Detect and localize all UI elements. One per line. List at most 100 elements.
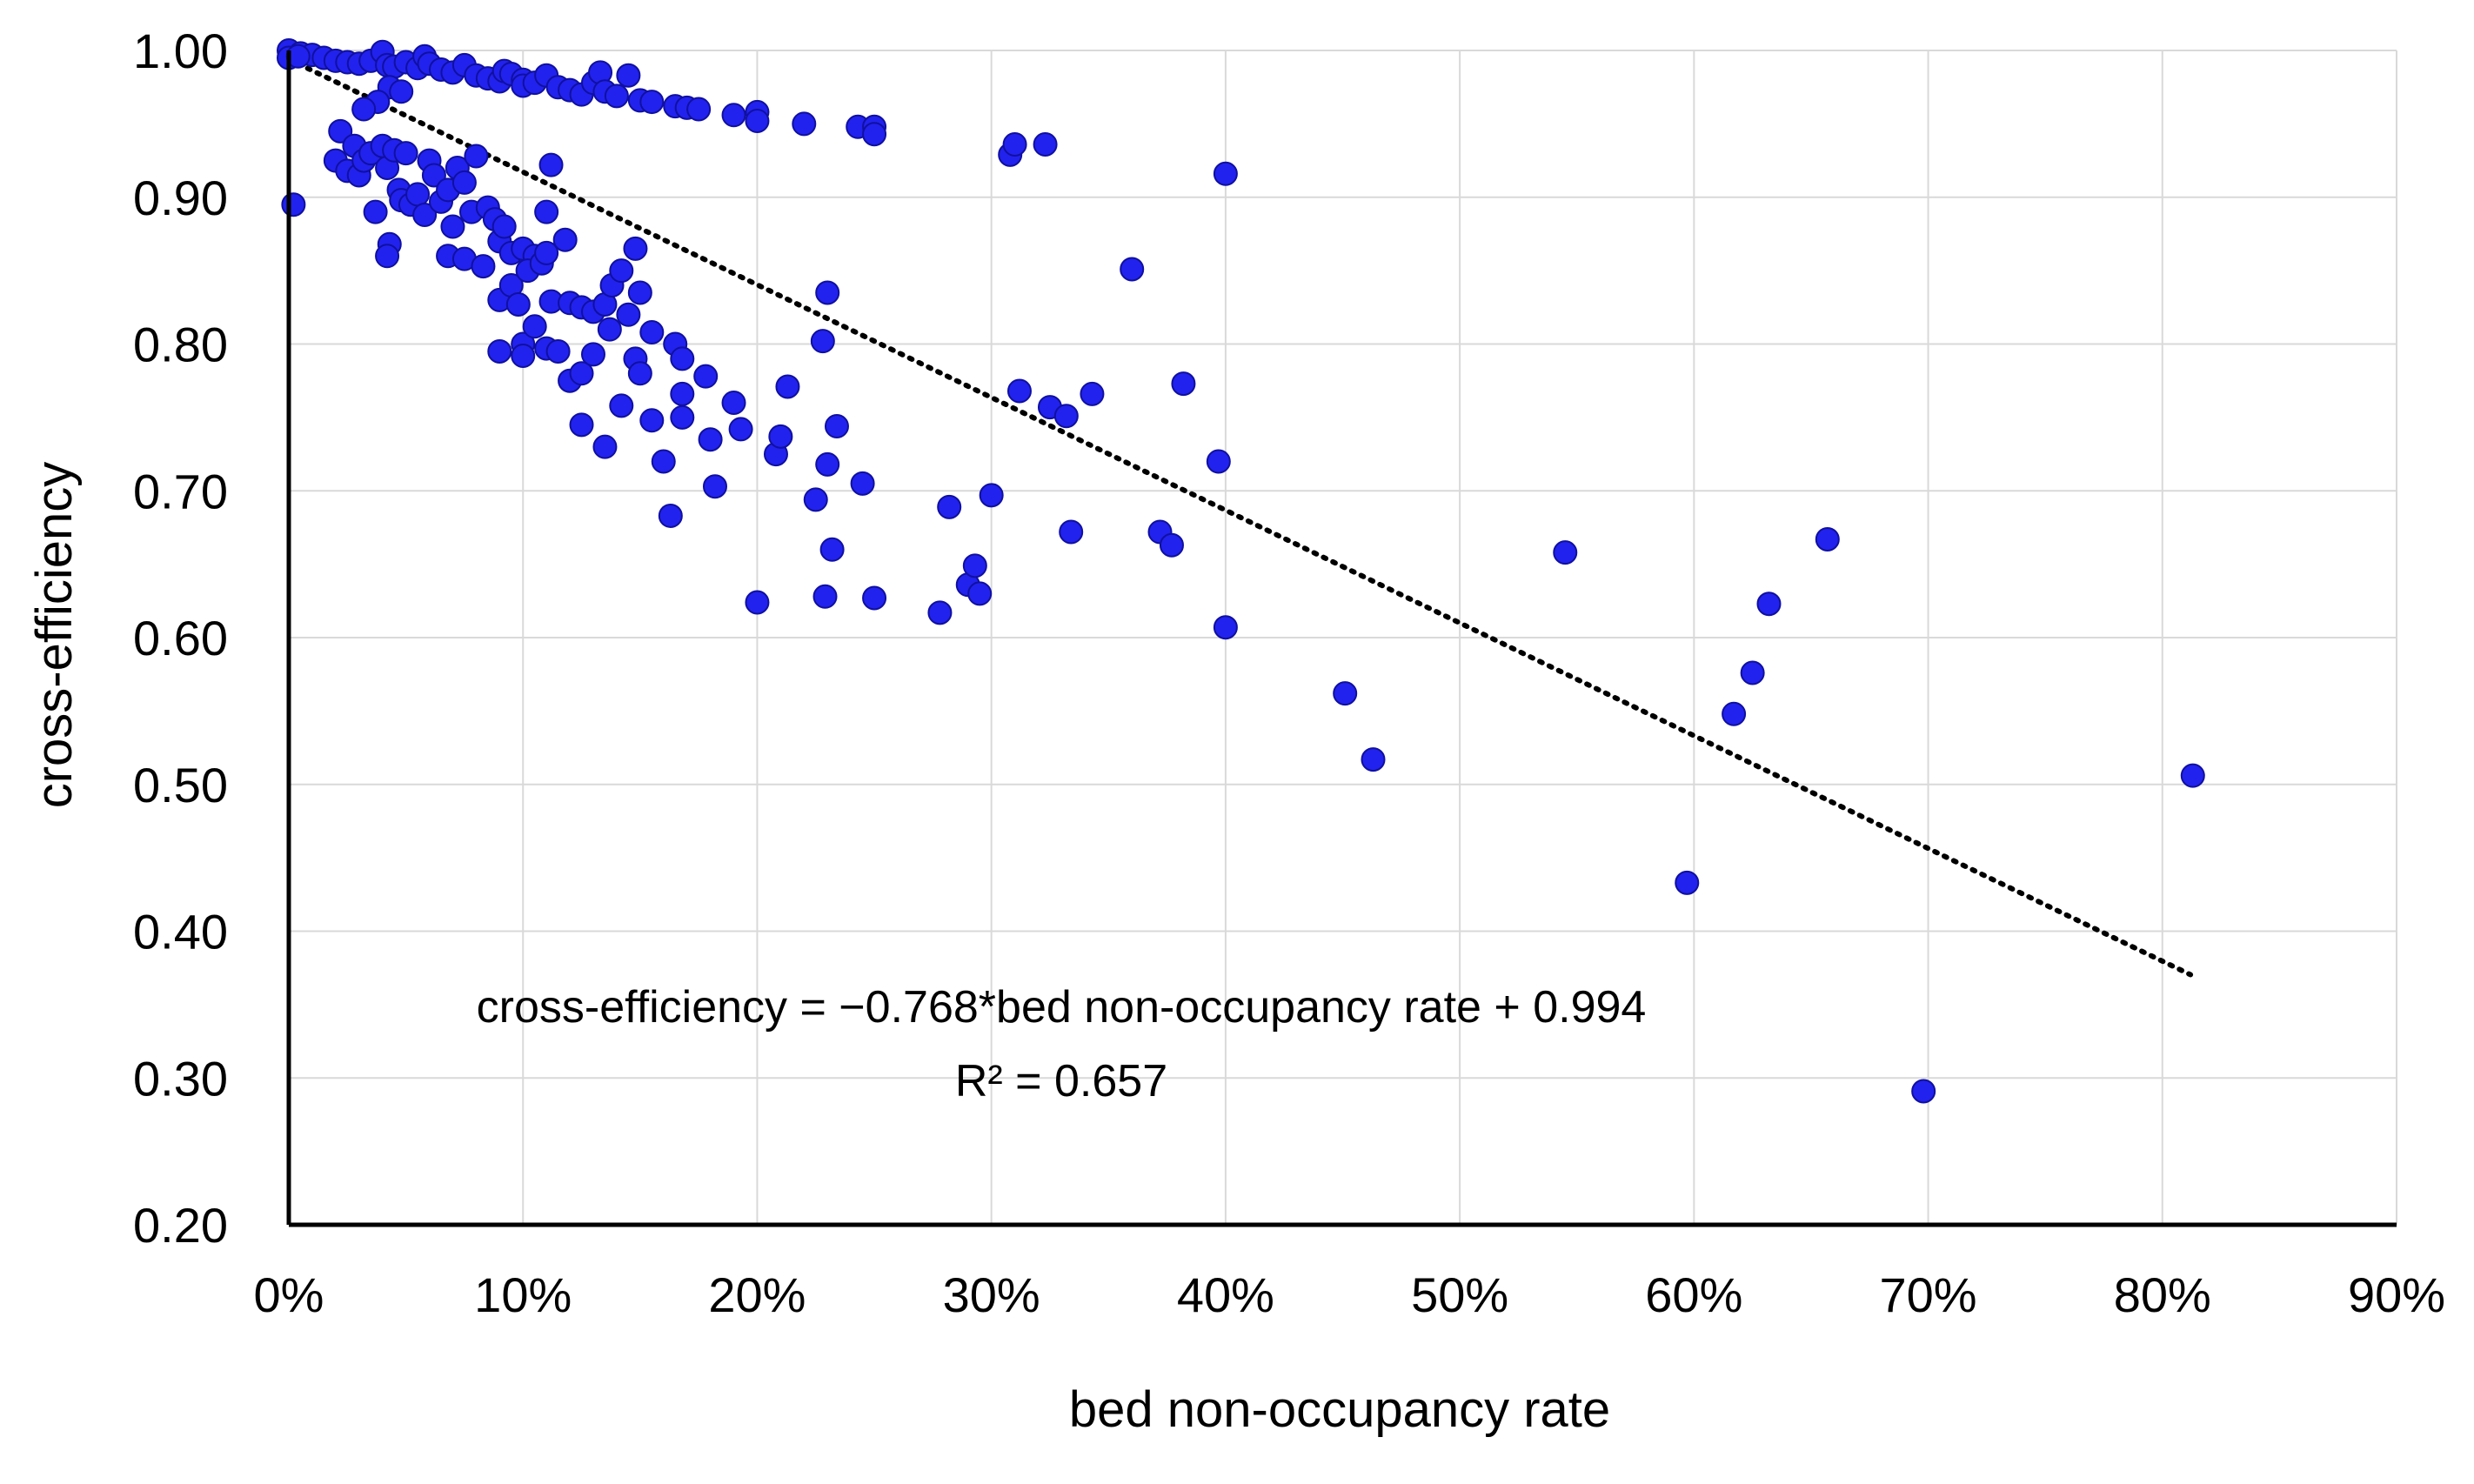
data-point (375, 244, 400, 269)
data-point (1059, 519, 1084, 545)
x-tick-label: 60% (1645, 1267, 1742, 1322)
data-point (967, 581, 993, 606)
data-point (511, 344, 536, 368)
y-tick-label: 0.80 (133, 318, 228, 372)
data-point (534, 240, 559, 265)
data-point (775, 374, 800, 399)
data-point (627, 361, 652, 386)
data-point (670, 346, 695, 371)
data-point (538, 152, 564, 177)
data-point (389, 79, 414, 104)
data-point (363, 199, 388, 224)
x-tick-label: 40% (1177, 1267, 1274, 1322)
data-point (815, 451, 840, 477)
data-point (651, 449, 676, 474)
x-tick-label: 20% (708, 1267, 806, 1322)
data-point (1053, 404, 1079, 429)
data-point (412, 203, 438, 227)
data-point (1120, 257, 1145, 282)
y-tick-label: 0.50 (133, 758, 228, 812)
data-point (850, 471, 875, 496)
data-point (616, 302, 641, 327)
data-point (464, 144, 489, 169)
data-point (721, 103, 746, 128)
y-tick-label: 0.70 (133, 464, 228, 518)
data-point (421, 163, 446, 188)
x-tick-label: 90% (2348, 1267, 2445, 1322)
data-point (623, 236, 648, 261)
data-point (351, 97, 377, 122)
data-point (862, 585, 887, 611)
data-point (1553, 540, 1578, 565)
y-tick-labels: 0.20 0.30 0.40 0.50 0.60 0.70 0.80 0.90 1.00 (133, 23, 228, 1253)
data-point (962, 553, 987, 578)
data-point (1756, 592, 1782, 617)
data-point (405, 182, 431, 207)
data-point (609, 393, 634, 418)
x-axis-title: bed non-occupancy rate (1069, 1381, 1610, 1438)
y-tick-label: 0.60 (133, 611, 228, 665)
data-point (815, 280, 840, 305)
data-point (1033, 132, 1058, 157)
data-point (597, 317, 622, 342)
data-point (616, 63, 641, 88)
x-tick-label: 30% (943, 1267, 1040, 1322)
data-point (721, 391, 746, 415)
data-point (702, 474, 727, 499)
gridlines (289, 50, 2397, 1225)
data-point (1740, 660, 1765, 685)
data-point (693, 364, 719, 389)
data-point (1213, 161, 1238, 186)
y-tick-label: 0.20 (133, 1198, 228, 1253)
data-point (768, 424, 793, 449)
data-point (281, 192, 306, 217)
data-point (639, 408, 665, 433)
r-squared-label: R² = 0.657 (955, 1056, 1167, 1106)
data-point (937, 494, 962, 519)
data-point (927, 600, 953, 625)
x-tick-label: 50% (1411, 1267, 1508, 1322)
data-point (1159, 532, 1184, 558)
data-point (686, 97, 712, 122)
data-point (491, 214, 517, 239)
data-point (1722, 701, 1747, 726)
data-point (1361, 747, 1386, 772)
data-point (592, 434, 618, 459)
data-point (819, 537, 845, 562)
data-point (609, 258, 634, 284)
data-point (745, 590, 770, 615)
data-point (1080, 381, 1105, 406)
data-point (1002, 132, 1027, 157)
x-tick-label: 70% (1880, 1267, 1977, 1322)
data-point (812, 584, 838, 609)
data-point (862, 122, 887, 147)
data-point (580, 342, 605, 367)
data-point (639, 90, 665, 115)
data-point (979, 483, 1004, 508)
data-point (1213, 615, 1238, 640)
data-point (393, 141, 418, 166)
data-point (810, 329, 835, 354)
data-point (792, 111, 817, 137)
trendline (286, 57, 2194, 978)
data-point (440, 214, 465, 239)
data-points (277, 38, 2205, 1104)
data-point (1675, 870, 1700, 895)
data-point (569, 361, 594, 386)
data-point (728, 417, 753, 442)
data-point (1911, 1079, 1936, 1104)
y-tick-label: 0.90 (133, 170, 228, 225)
data-point (1171, 371, 1196, 397)
data-point (639, 320, 665, 344)
data-point (505, 291, 531, 317)
data-point (451, 170, 477, 195)
data-point (487, 338, 512, 364)
data-point (670, 381, 695, 406)
data-point (658, 503, 683, 528)
data-point (1006, 378, 1032, 404)
data-point (1206, 449, 1231, 474)
data-point (471, 254, 496, 279)
data-point (803, 487, 828, 512)
data-point (824, 414, 849, 438)
